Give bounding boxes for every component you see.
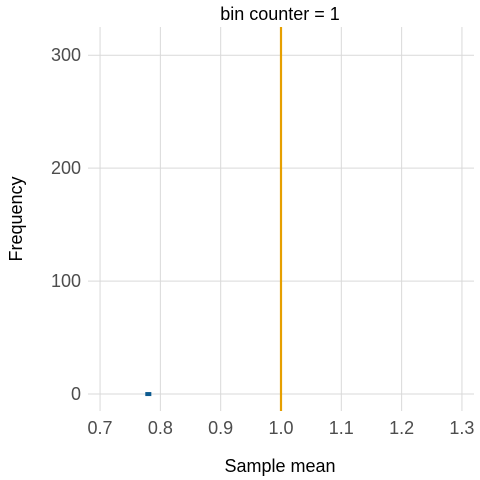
x-tick-label: 0.8 <box>148 418 173 438</box>
y-tick-label: 300 <box>51 45 81 65</box>
x-tick-labels: 0.7 0.8 0.9 1.0 1.1 1.2 1.3 <box>88 418 475 438</box>
x-tick-label: 1.2 <box>389 418 414 438</box>
y-tick-label: 200 <box>51 158 81 178</box>
x-tick-label: 1.1 <box>329 418 354 438</box>
x-tick-label: 1.0 <box>268 418 293 438</box>
histogram-bar <box>145 392 152 397</box>
chart-title: bin counter = 1 <box>220 4 340 24</box>
x-tick-label: 1.3 <box>449 418 474 438</box>
bars <box>145 392 152 397</box>
y-tick-labels: 0 100 200 300 <box>51 45 81 404</box>
x-tick-label: 0.9 <box>208 418 233 438</box>
y-tick-label: 0 <box>71 384 81 404</box>
y-tick-label: 100 <box>51 271 81 291</box>
y-axis-title: Frequency <box>6 176 26 261</box>
x-axis-title: Sample mean <box>224 456 335 476</box>
x-tick-label: 0.7 <box>88 418 113 438</box>
